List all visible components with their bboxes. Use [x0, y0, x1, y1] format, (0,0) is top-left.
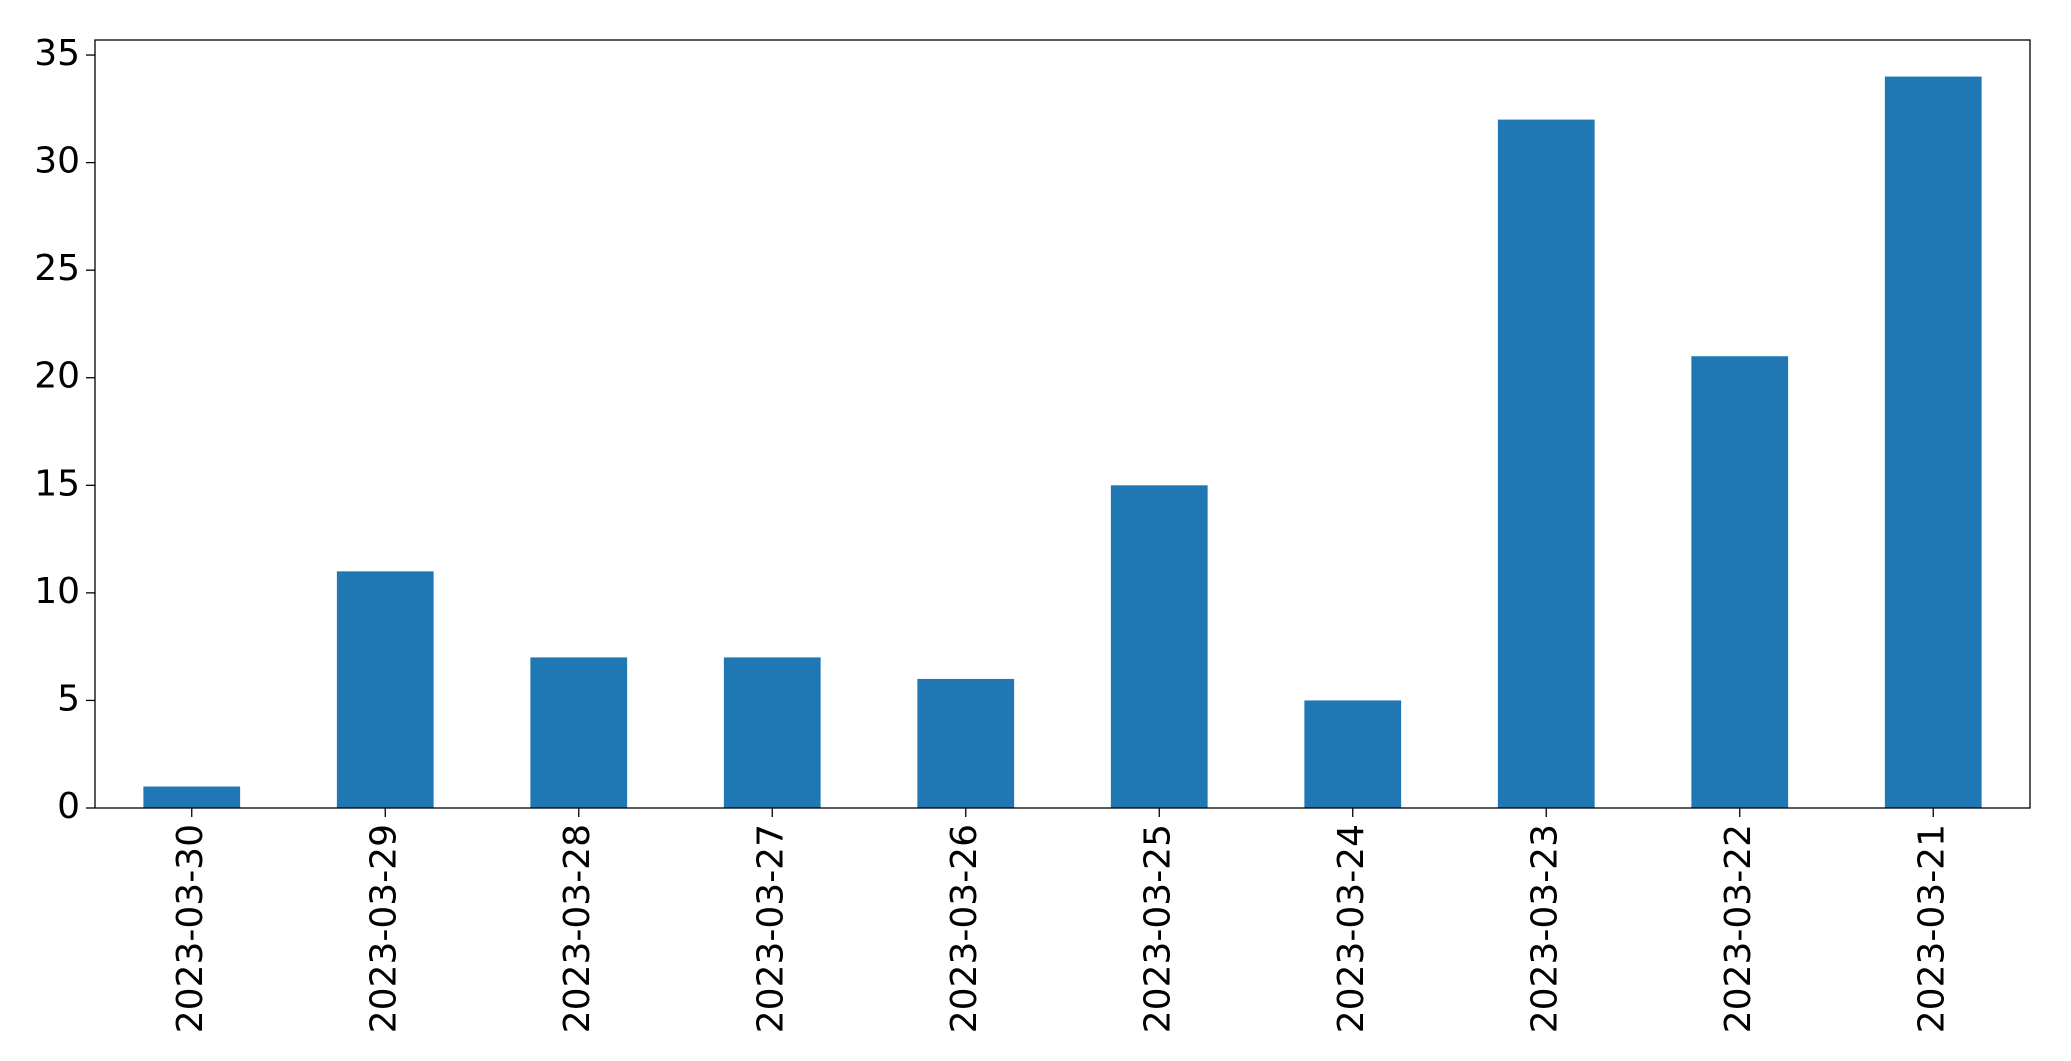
y-tick-label: 0	[57, 786, 80, 827]
x-tick-label: 2023-03-21	[1911, 824, 1952, 1033]
x-tick-label: 2023-03-25	[1137, 824, 1178, 1033]
x-tick-label: 2023-03-29	[363, 824, 404, 1033]
x-tick-label: 2023-03-28	[557, 824, 598, 1033]
bar	[1497, 119, 1595, 809]
bar	[917, 678, 1015, 808]
bar	[336, 571, 434, 808]
x-tick-label: 2023-03-30	[170, 824, 211, 1033]
y-tick-label: 10	[34, 571, 80, 612]
x-tick-label: 2023-03-22	[1718, 824, 1759, 1033]
x-tick-label: 2023-03-27	[750, 824, 791, 1033]
x-tick-label: 2023-03-24	[1331, 824, 1372, 1033]
bar	[1304, 700, 1402, 808]
y-tick-label: 20	[34, 356, 80, 397]
bar	[723, 657, 821, 808]
bar	[1110, 485, 1208, 808]
y-tick-label: 35	[34, 33, 80, 74]
bar	[530, 657, 628, 808]
y-tick-label: 30	[34, 141, 80, 182]
y-tick-label: 5	[57, 678, 80, 719]
x-tick-label: 2023-03-26	[944, 824, 985, 1033]
bar	[1691, 356, 1789, 808]
plot-frame	[94, 39, 2031, 809]
y-tick-label: 25	[34, 248, 80, 289]
bar	[143, 786, 241, 808]
y-tick-label: 15	[34, 463, 80, 504]
bar	[1884, 76, 1982, 809]
x-tick-label: 2023-03-23	[1524, 824, 1565, 1033]
